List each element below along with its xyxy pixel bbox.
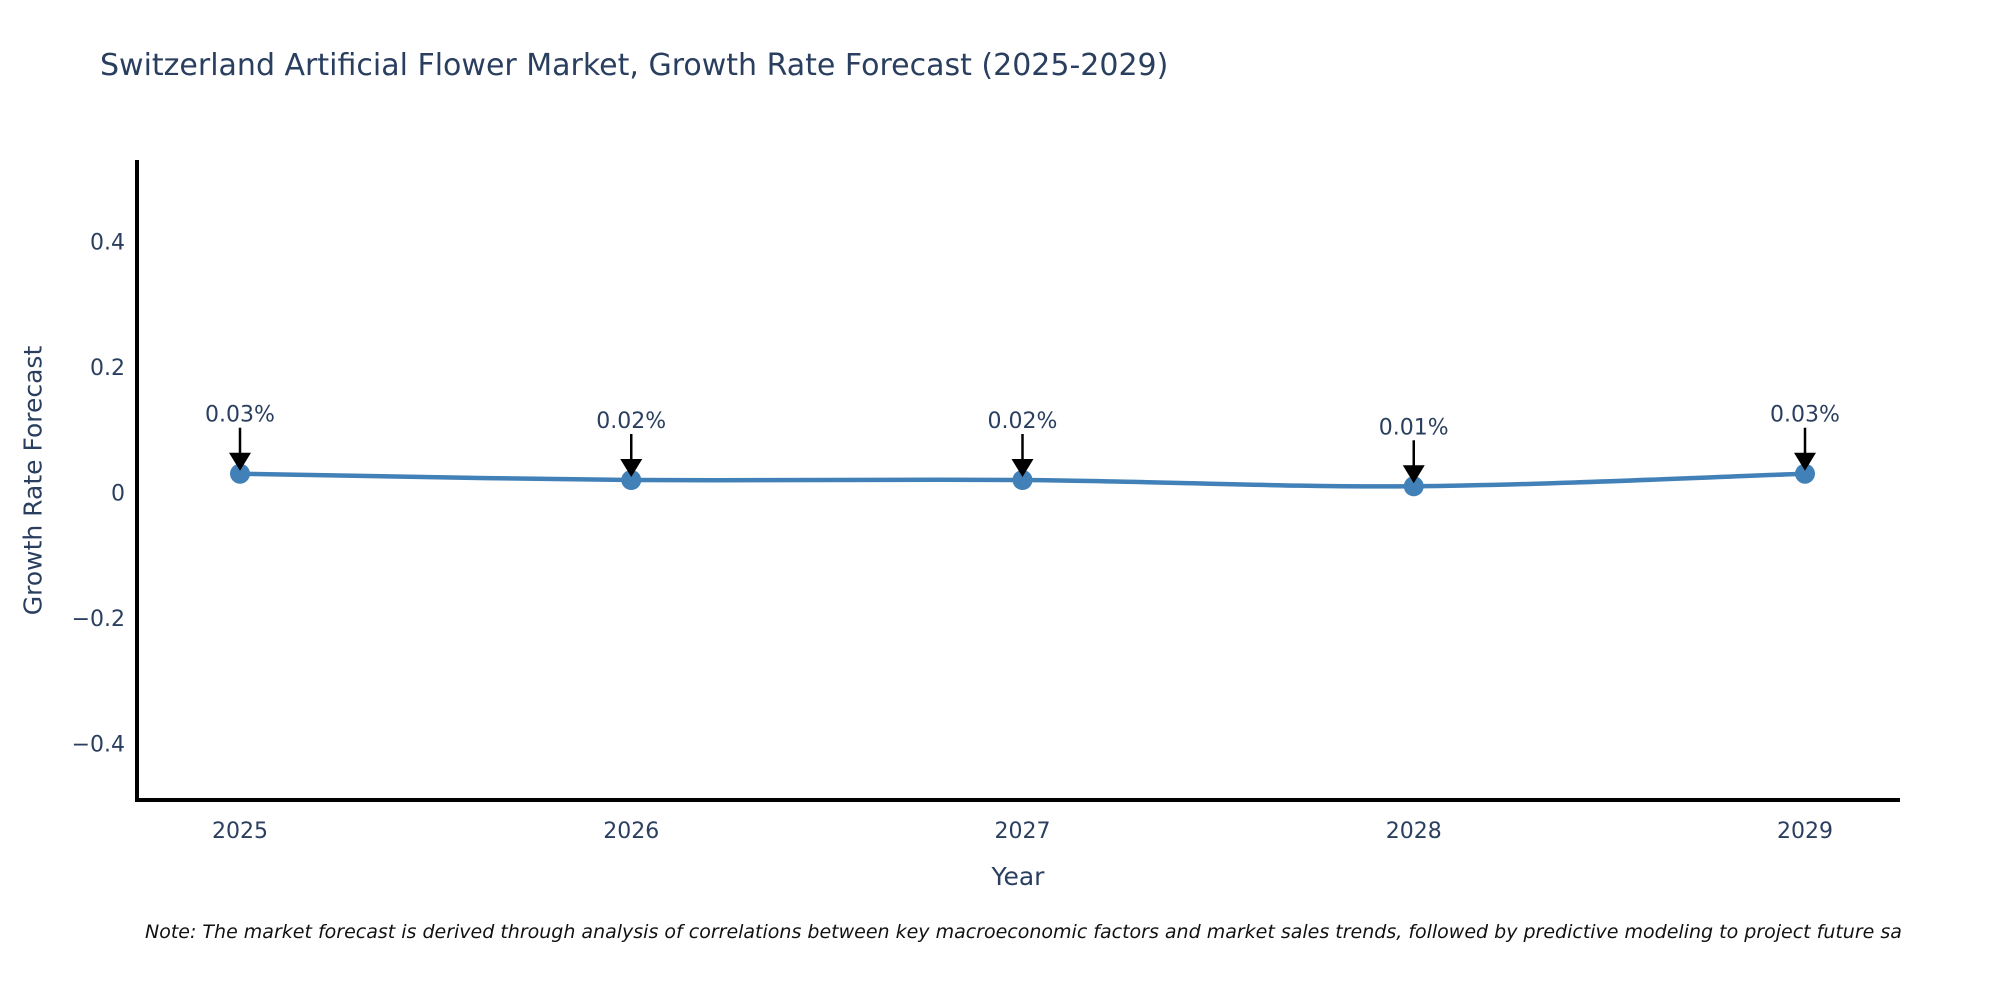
y-tick-label: 0.4 — [90, 231, 125, 256]
x-axis-title: Year — [991, 862, 1045, 891]
data-point-label: 0.03% — [205, 403, 275, 428]
axis-lines — [135, 160, 1900, 802]
data-point-marker — [1795, 463, 1815, 484]
data-point-marker — [621, 470, 642, 490]
annotation-arrowhead-icon — [1794, 452, 1816, 471]
x-tick-label: 2026 — [603, 819, 659, 844]
x-tick-label: 2028 — [1386, 819, 1442, 844]
data-point-label: 0.02% — [596, 409, 666, 434]
annotation-arrowhead-icon — [229, 452, 251, 471]
data-point-marker — [1403, 476, 1424, 497]
annotation-arrowhead-icon — [1011, 459, 1034, 477]
data-point-label: 0.01% — [1379, 415, 1449, 440]
y-tick-label: −0.4 — [72, 733, 125, 758]
x-tick-label: 2025 — [212, 819, 268, 844]
y-tick-label: 0 — [111, 482, 125, 507]
methodology-note: Note: The market forecast is derived thr… — [145, 921, 1902, 943]
x-tick-label: 2027 — [995, 819, 1051, 844]
data-point-marker — [1012, 470, 1033, 490]
annotation-arrowhead-icon — [620, 459, 643, 477]
data-point-label: 0.02% — [988, 409, 1058, 434]
x-tick-label: 2029 — [1777, 819, 1833, 844]
chart-title: Switzerland Artificial Flower Market, Gr… — [100, 48, 1169, 83]
y-tick-label: 0.2 — [90, 356, 125, 381]
y-tick-label: −0.2 — [72, 607, 125, 632]
data-point-label: 0.03% — [1770, 403, 1840, 428]
data-point-marker — [230, 463, 250, 484]
annotation-arrowhead-icon — [1402, 465, 1425, 484]
